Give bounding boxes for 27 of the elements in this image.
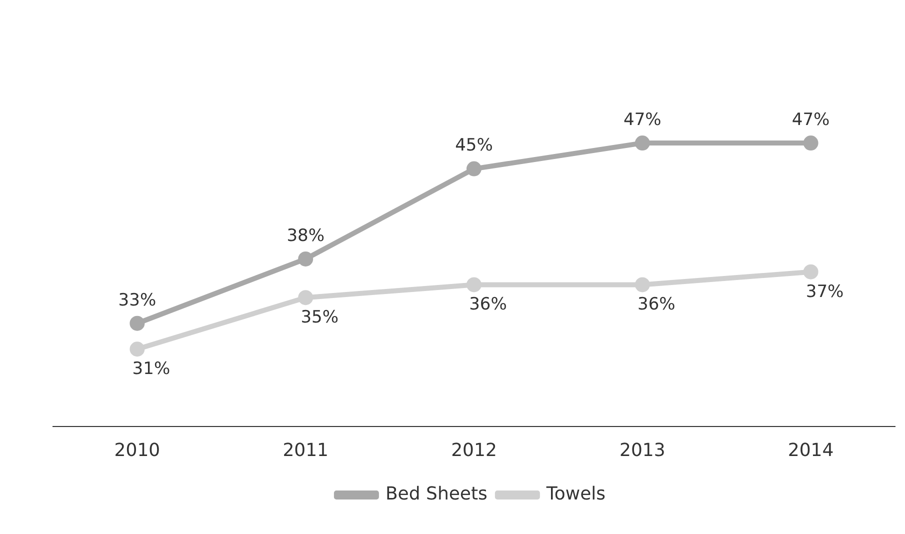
- data-label: 31%: [132, 359, 170, 380]
- legend-label: Towels: [545, 484, 606, 505]
- point: [466, 161, 482, 176]
- x-tick-label: 2010: [114, 440, 160, 461]
- data-label: 33%: [118, 290, 156, 310]
- data-label: 35%: [300, 308, 338, 328]
- data-label: 37%: [806, 282, 844, 302]
- point: [298, 290, 314, 306]
- x-tick-label: 2011: [282, 440, 329, 461]
- x-tick-label: 2012: [451, 440, 497, 461]
- data-label: 38%: [286, 226, 324, 246]
- point: [298, 251, 314, 266]
- data-label: 47%: [792, 110, 830, 130]
- point: [634, 136, 650, 151]
- x-tick-label: 2013: [619, 440, 666, 461]
- legend-label: Bed Sheets: [385, 484, 488, 505]
- data-label: 36%: [638, 294, 676, 315]
- x-tick-label: 2014: [788, 440, 834, 461]
- point: [466, 277, 482, 292]
- data-label: 47%: [624, 110, 662, 130]
- data-label: 36%: [469, 294, 507, 315]
- data-label: 45%: [455, 136, 493, 156]
- point: [130, 342, 145, 357]
- point: [803, 264, 818, 280]
- point: [634, 277, 650, 292]
- point: [130, 316, 145, 331]
- point: [803, 136, 818, 151]
